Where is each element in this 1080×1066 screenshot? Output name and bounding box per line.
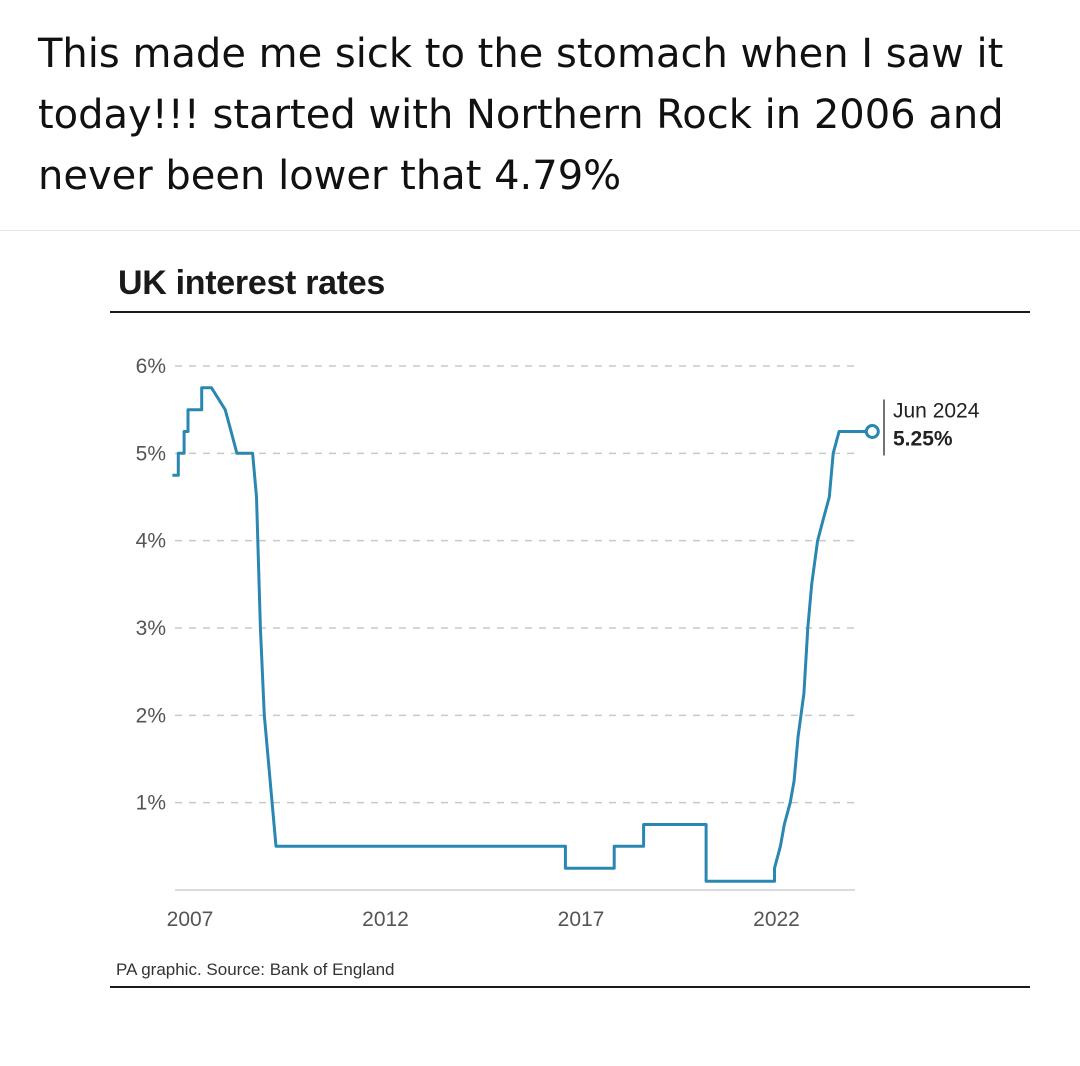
y-tick-label: 6% <box>136 355 166 378</box>
chart-card <box>0 230 1080 1066</box>
annotation-value-label: 5.25% <box>893 428 953 451</box>
title-rule <box>110 311 1030 313</box>
footer-rule <box>110 986 1030 988</box>
rate-line <box>172 386 873 883</box>
post-header: This made me sick to the stomach when I … <box>0 0 1080 230</box>
y-tick-label: 5% <box>136 442 166 465</box>
y-tick-label: 3% <box>136 617 166 640</box>
x-tick-label: 2017 <box>558 908 605 931</box>
end-point-marker <box>864 424 880 439</box>
x-tick-label: 2012 <box>362 908 409 931</box>
annotation-date-label: Jun 2024 <box>893 400 980 423</box>
y-tick-label: 2% <box>136 704 166 727</box>
x-tick-label: 2022 <box>753 908 800 931</box>
y-tick-label: 1% <box>136 792 166 815</box>
x-tick-label: 2007 <box>167 908 214 931</box>
chart-title: UK interest rates <box>118 264 385 302</box>
y-tick-label: 4% <box>136 530 166 553</box>
post-caption: This made me sick to the stomach when I … <box>38 31 1004 199</box>
chart-source: PA graphic. Source: Bank of England <box>116 960 395 979</box>
